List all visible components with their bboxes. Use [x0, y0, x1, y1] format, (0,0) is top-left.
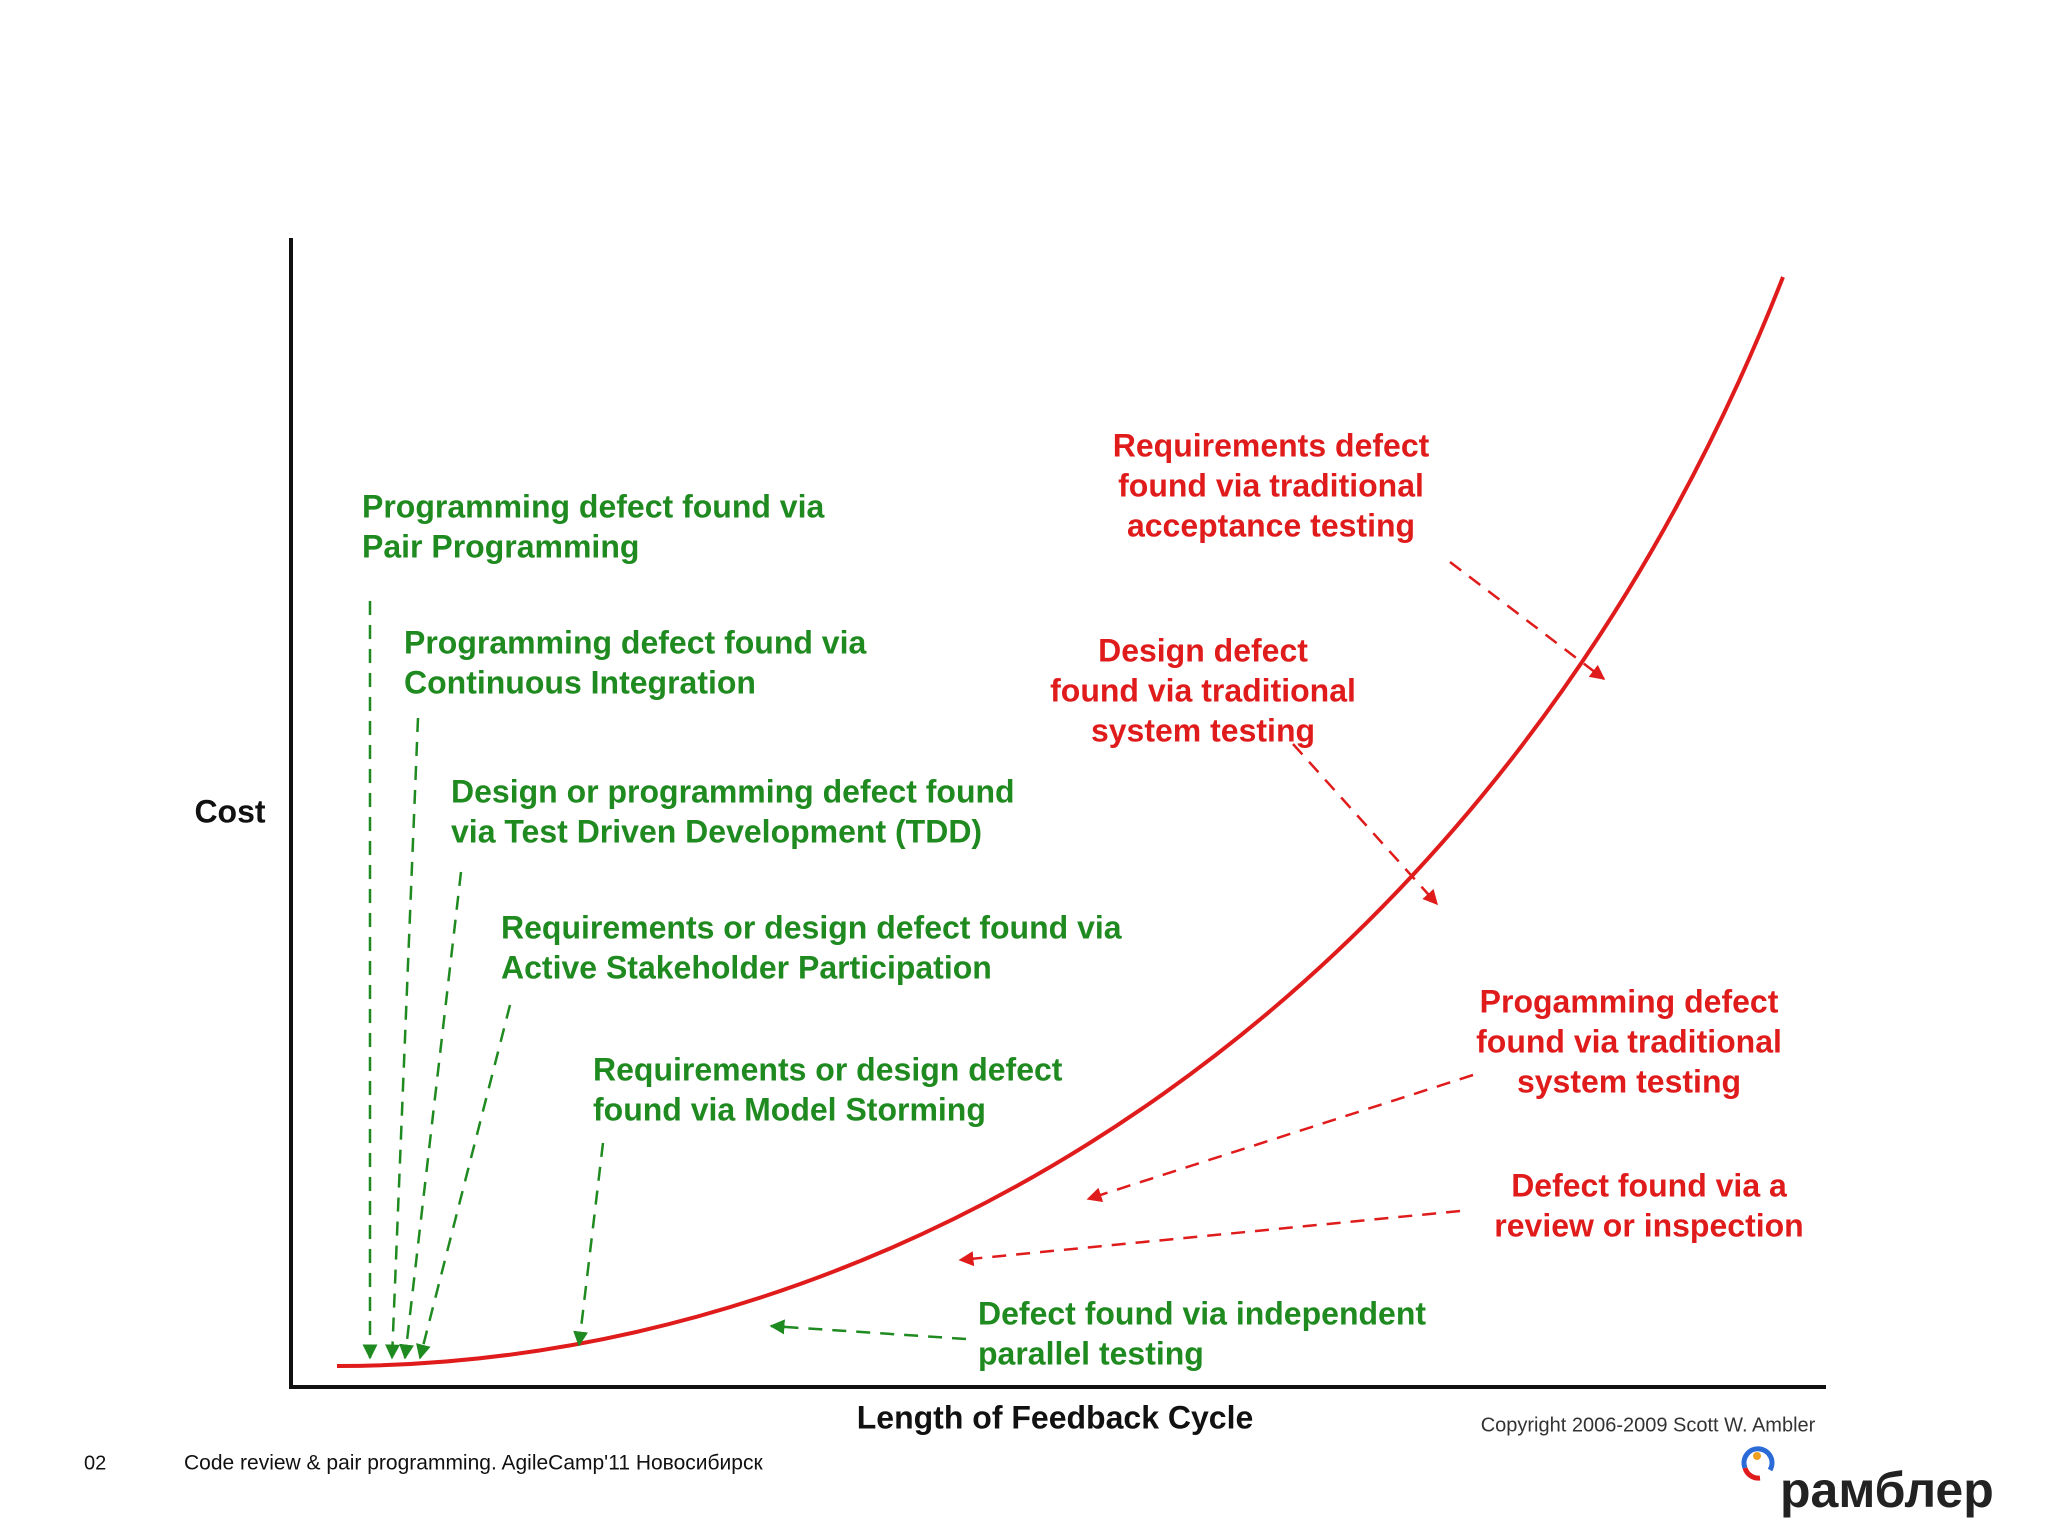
arrow [385, 717, 420, 1360]
arrows [362, 561, 1606, 1360]
axes [289, 238, 1826, 1389]
arrow [1292, 743, 1439, 906]
arrow [1449, 561, 1606, 680]
green-annotation: via Test Driven Development (TDD) [451, 813, 982, 849]
red-annotation: found via traditional [1050, 672, 1356, 708]
arrow [416, 1004, 512, 1360]
red-annotation: found via traditional [1118, 467, 1424, 503]
green-annotation: Programming defect found via [404, 624, 866, 660]
y-axis-label: Cost [194, 793, 265, 829]
cost-curve [336, 276, 1785, 1368]
red-annotation: Requirements defect [1113, 427, 1430, 463]
red-annotation: Design defect [1098, 632, 1308, 668]
green-annotation: Requirements or design defect found via [501, 909, 1122, 945]
green-annotation: Active Stakeholder Participation [501, 949, 992, 985]
green-annotation: Programming defect found via [362, 488, 824, 524]
red-annotation: Progamming defect [1480, 983, 1779, 1019]
copyright: Copyright 2006-2009 Scott W. Ambler [1481, 1414, 1816, 1436]
red-annotation: review or inspection [1494, 1207, 1803, 1243]
x-axis-label: Length of Feedback Cycle [857, 1399, 1254, 1435]
arrow [573, 1142, 605, 1347]
red-annotation: acceptance testing [1127, 507, 1415, 543]
green-annotation: Requirements or design defect [593, 1051, 1063, 1087]
red-annotation: found via traditional [1476, 1023, 1782, 1059]
red-annotation: system testing [1517, 1063, 1741, 1099]
arrow [399, 871, 463, 1360]
green-annotation: Defect found via independent [978, 1295, 1426, 1331]
logo-icon [1741, 1446, 1775, 1481]
arrow [1086, 1073, 1474, 1203]
green-annotation: Design or programming defect found [451, 773, 1015, 809]
slide-number: 02 [84, 1452, 106, 1474]
logo: рамблер [1780, 1462, 1994, 1518]
arrow [958, 1209, 1461, 1267]
green-annotation: found via Model Storming [593, 1091, 986, 1127]
red-annotation: Defect found via a [1511, 1167, 1787, 1203]
green-annotation: parallel testing [978, 1335, 1204, 1371]
arrow [769, 1319, 967, 1341]
green-annotation: Pair Programming [362, 528, 639, 564]
green-annotation: Continuous Integration [404, 664, 756, 700]
red-annotation: system testing [1091, 712, 1315, 748]
footer-text: Code review & pair programming. AgileCam… [184, 1452, 763, 1475]
